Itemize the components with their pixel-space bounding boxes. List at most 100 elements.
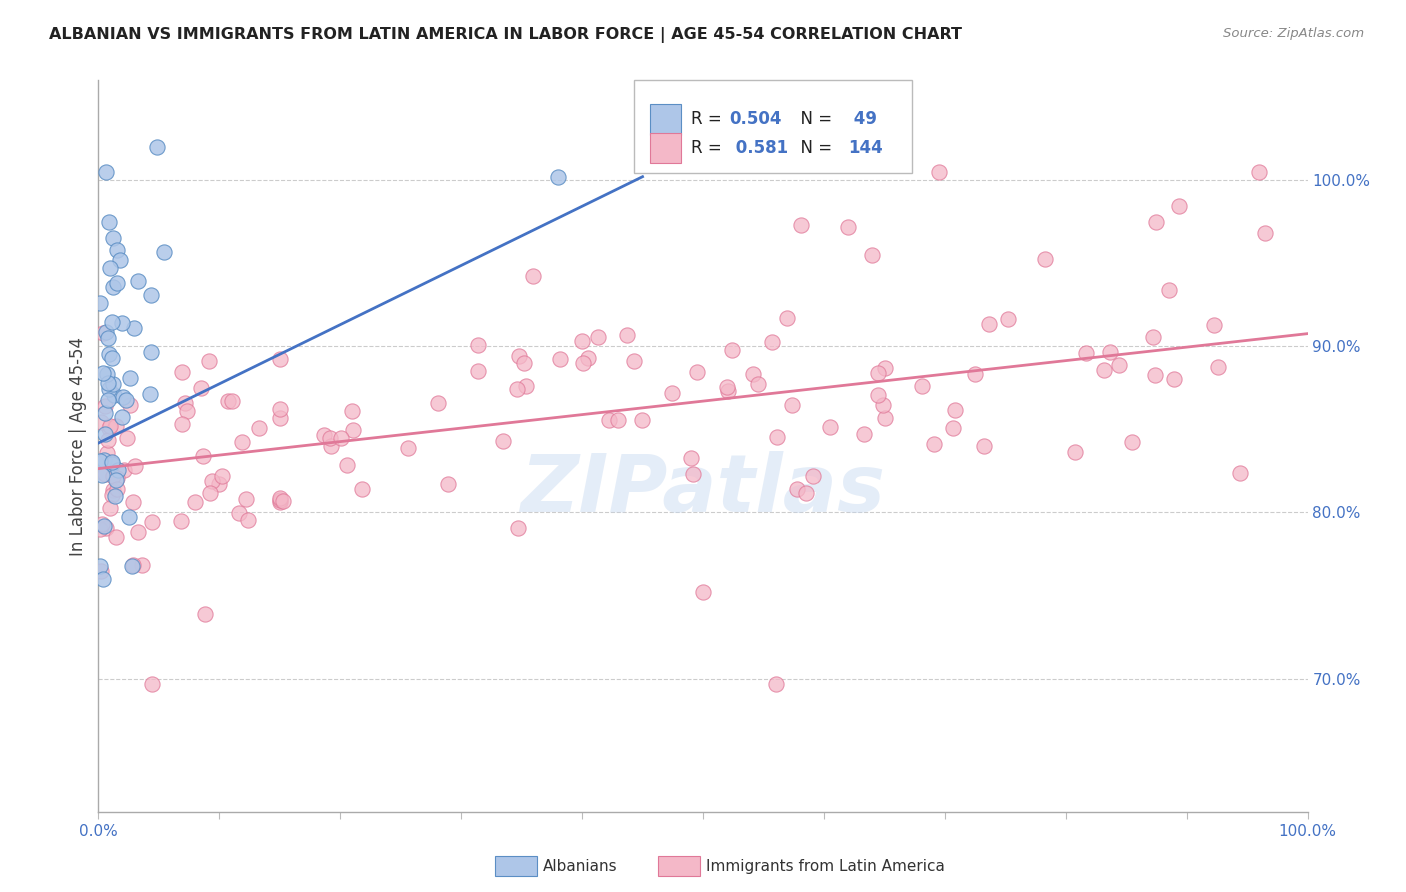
Point xyxy=(228,506,250,520)
Point xyxy=(108,252,131,267)
Text: 49: 49 xyxy=(848,111,877,128)
Point xyxy=(122,558,145,572)
Point xyxy=(860,248,883,262)
Point xyxy=(1159,283,1181,297)
Text: R =: R = xyxy=(690,111,727,128)
Point xyxy=(120,370,142,384)
Point xyxy=(89,454,111,468)
Point xyxy=(721,343,744,358)
Point xyxy=(105,418,128,433)
Point xyxy=(104,473,127,487)
Point xyxy=(98,419,121,434)
Point xyxy=(121,558,143,573)
Point xyxy=(1206,359,1229,374)
Point xyxy=(616,328,638,343)
Point xyxy=(103,469,125,483)
Point xyxy=(269,495,291,509)
Point xyxy=(747,377,769,392)
Point xyxy=(105,471,128,485)
Point xyxy=(598,413,620,427)
Point xyxy=(120,398,142,412)
Point xyxy=(505,382,527,396)
Point xyxy=(686,366,709,380)
Point xyxy=(571,334,593,348)
Point xyxy=(607,413,630,427)
Point xyxy=(437,476,460,491)
Point xyxy=(90,416,112,430)
Point xyxy=(105,243,128,257)
Point xyxy=(342,423,364,437)
Point xyxy=(1144,215,1167,229)
Point xyxy=(1033,252,1056,266)
Point xyxy=(100,457,122,471)
Point xyxy=(765,430,787,444)
Point xyxy=(145,140,167,154)
Point xyxy=(191,449,214,463)
Point xyxy=(100,455,122,469)
Point xyxy=(942,421,965,435)
Bar xyxy=(650,104,682,135)
Point xyxy=(97,347,120,361)
Point xyxy=(89,559,111,574)
Point xyxy=(97,376,120,391)
Point xyxy=(522,269,544,284)
Point xyxy=(491,434,513,448)
Point xyxy=(90,467,112,482)
Point xyxy=(97,331,120,345)
Point xyxy=(93,572,115,586)
Point xyxy=(269,492,291,507)
Point xyxy=(94,406,117,420)
Point xyxy=(115,431,138,445)
Point xyxy=(101,488,124,502)
Point xyxy=(1094,363,1116,377)
Text: 0.504: 0.504 xyxy=(730,111,782,128)
Point xyxy=(127,274,149,288)
Point xyxy=(965,367,987,381)
Point xyxy=(547,169,569,184)
Point xyxy=(741,367,763,381)
Point xyxy=(852,427,875,442)
Text: 0.581: 0.581 xyxy=(730,139,787,157)
Point xyxy=(91,367,114,381)
FancyBboxPatch shape xyxy=(634,79,912,173)
Point xyxy=(131,558,153,573)
Point xyxy=(124,459,146,474)
Point xyxy=(776,311,799,326)
Point xyxy=(236,513,259,527)
Point xyxy=(231,435,253,450)
Point xyxy=(329,431,352,445)
Point xyxy=(269,402,291,417)
Point xyxy=(572,356,595,370)
Point xyxy=(1163,372,1185,386)
Point xyxy=(107,463,129,477)
Point xyxy=(692,585,714,599)
Point xyxy=(515,379,537,393)
Point xyxy=(93,326,115,340)
Point xyxy=(312,428,335,442)
Point xyxy=(105,276,128,290)
Point xyxy=(97,393,120,408)
Point xyxy=(122,495,145,509)
Point xyxy=(98,214,121,228)
Point xyxy=(90,517,112,532)
Point xyxy=(94,426,117,441)
Point xyxy=(89,296,111,310)
Point xyxy=(194,607,217,621)
Point xyxy=(101,315,124,329)
Point xyxy=(977,317,1000,331)
Point xyxy=(89,522,111,536)
Point xyxy=(94,165,117,179)
Point xyxy=(93,452,115,467)
Point xyxy=(211,468,233,483)
Text: Albanians: Albanians xyxy=(543,859,617,873)
Point xyxy=(765,677,787,691)
Point xyxy=(96,521,118,535)
Point xyxy=(139,288,162,302)
Point xyxy=(873,411,896,425)
Point xyxy=(997,311,1019,326)
Point xyxy=(1202,318,1225,332)
Point xyxy=(98,260,121,275)
Point xyxy=(786,482,808,496)
Point xyxy=(139,387,162,401)
Point xyxy=(141,515,163,529)
